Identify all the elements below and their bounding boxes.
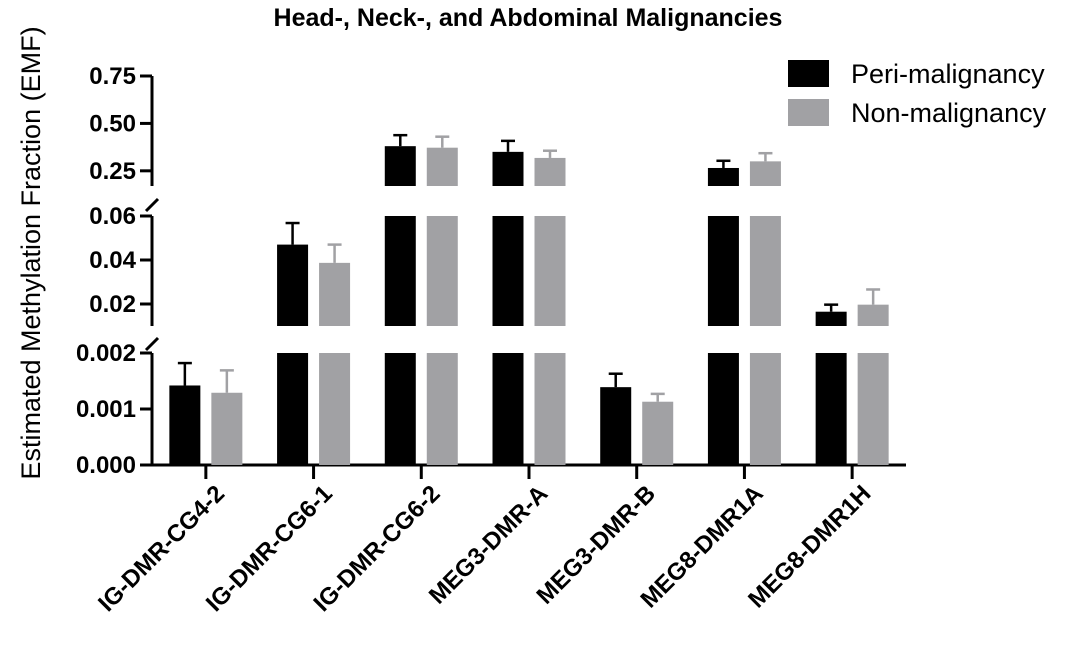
legend-swatch (788, 99, 829, 126)
y-tick-label: 0.04 (89, 247, 136, 274)
bar (319, 262, 351, 326)
legend: Peri-malignancy Non-malignancy (788, 59, 1047, 128)
bar (534, 353, 566, 465)
y-ticks: 0.000 0.001 0.002 0.02 0.04 0.06 0.25 0.50 0.75 (76, 63, 152, 479)
bar (319, 353, 351, 465)
bar (169, 385, 201, 465)
bar (492, 216, 524, 326)
bar (277, 244, 309, 326)
bar (749, 216, 781, 326)
bar (492, 151, 524, 186)
bar (277, 353, 309, 465)
bar (857, 353, 889, 465)
y-tick-label: 0.75 (89, 63, 136, 90)
bar (749, 161, 781, 186)
bar (384, 146, 416, 186)
bar (707, 216, 739, 326)
bar (211, 392, 243, 465)
bar (707, 167, 739, 186)
y-tick-label: 0.02 (89, 291, 136, 318)
y-tick-label: 0.25 (89, 158, 136, 185)
axis-break-mark (144, 197, 160, 213)
bar (534, 157, 566, 186)
legend-label: Non-malignancy (851, 98, 1047, 128)
bar (384, 353, 416, 465)
error-bars (177, 133, 881, 402)
bar (857, 304, 889, 326)
y-tick-label: 0.002 (76, 340, 136, 367)
y-tick-label: 0.000 (76, 452, 136, 479)
bars (169, 146, 889, 465)
legend-swatch (788, 60, 829, 87)
bar (707, 353, 739, 465)
bar (815, 353, 847, 465)
bar (642, 401, 674, 465)
bar (426, 147, 458, 186)
bar (815, 311, 847, 326)
chart-title: Head-, Neck-, and Abdominal Malignancies (274, 4, 783, 32)
bar (534, 216, 566, 326)
axes (144, 76, 906, 467)
y-axis-label: Estimated Methylation Fraction (EMF) (16, 26, 46, 479)
y-tick-label: 0.50 (89, 110, 136, 137)
bar (384, 216, 416, 326)
bar (749, 353, 781, 465)
x-categories: IG-DMR-CG4-2IG-DMR-CG6-1IG-DMR-CG6-2MEG3… (93, 465, 876, 617)
bar (600, 387, 632, 465)
y-tick-label: 0.06 (89, 203, 136, 230)
axis-break-mark (144, 336, 160, 352)
bar (426, 216, 458, 326)
y-tick-label: 0.001 (76, 396, 136, 423)
bar (492, 353, 524, 465)
legend-label: Peri-malignancy (851, 59, 1045, 89)
bar (426, 353, 458, 465)
